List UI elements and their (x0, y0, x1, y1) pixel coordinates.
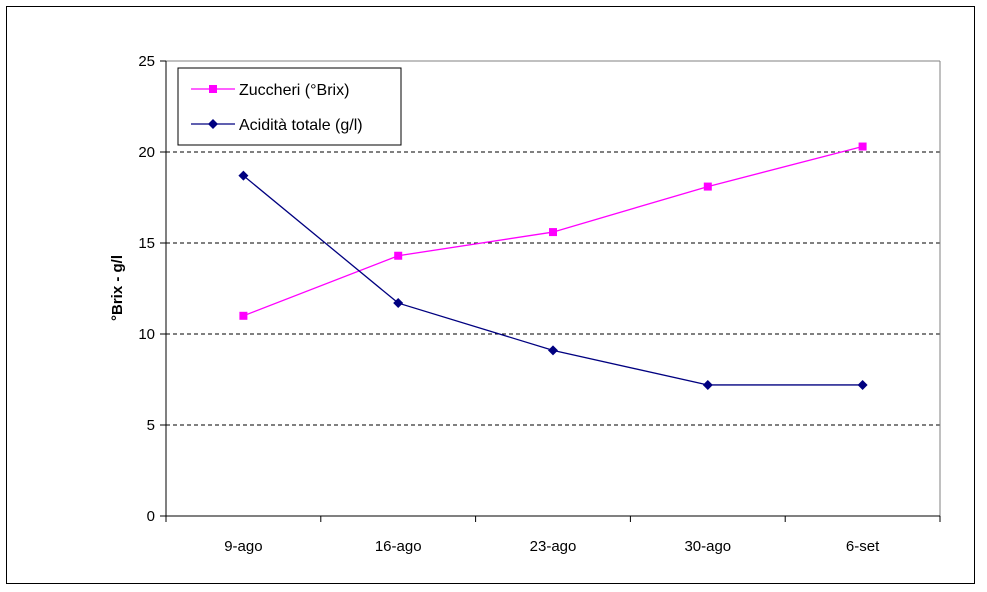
data-point (548, 345, 558, 356)
legend-label: Acidità totale (g/l) (239, 117, 363, 134)
chart-frame (6, 6, 975, 584)
y-tick-label: 20 (138, 144, 155, 161)
legend: Zuccheri (°Brix) Acidità totale (g/l) (177, 67, 402, 146)
y-tick-label: 15 (138, 235, 155, 252)
data-point (549, 228, 557, 237)
series-1 (239, 142, 867, 320)
data-point (394, 251, 403, 260)
y-axis-title: °Brix - g/l (109, 255, 126, 321)
data-point (858, 142, 867, 151)
data-point (239, 311, 248, 320)
series-group (238, 142, 868, 390)
data-point (702, 379, 713, 390)
legend-box (177, 67, 402, 146)
x-tick-label: 23-ago (530, 538, 577, 555)
y-tick-label: 25 (138, 53, 155, 70)
x-tick-label: 30-ago (684, 538, 731, 555)
x-tick-label: 9-ago (224, 538, 262, 555)
data-point (238, 170, 249, 181)
y-tick-label: 10 (138, 326, 155, 343)
axes: 0 5 10 15 20 25 9-ago 16-ago 23-ago 30-ago 6-set (138, 53, 941, 555)
x-tick-label: 6-set (846, 538, 880, 555)
y-tick-label: 0 (147, 508, 155, 525)
data-point (857, 379, 868, 390)
legend-label: Zuccheri (°Brix) (239, 82, 349, 99)
legend-marker (208, 119, 218, 129)
legend-marker (209, 85, 217, 93)
data-point (703, 182, 712, 191)
gridlines (166, 151, 940, 426)
x-tick-label: 16-ago (375, 538, 422, 555)
y-tick-label: 5 (147, 417, 155, 434)
data-point (393, 298, 404, 309)
series-2 (238, 170, 868, 390)
